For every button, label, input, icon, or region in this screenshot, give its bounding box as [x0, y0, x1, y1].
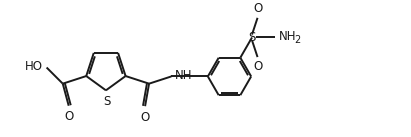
Text: S: S	[248, 31, 256, 44]
Text: O: O	[64, 110, 73, 123]
Text: O: O	[253, 2, 262, 15]
Text: O: O	[141, 111, 150, 124]
Text: S: S	[103, 95, 111, 108]
Text: 2: 2	[295, 35, 301, 45]
Text: HO: HO	[25, 60, 43, 73]
Text: NH: NH	[279, 30, 296, 43]
Text: NH: NH	[175, 69, 193, 82]
Text: O: O	[253, 60, 262, 73]
